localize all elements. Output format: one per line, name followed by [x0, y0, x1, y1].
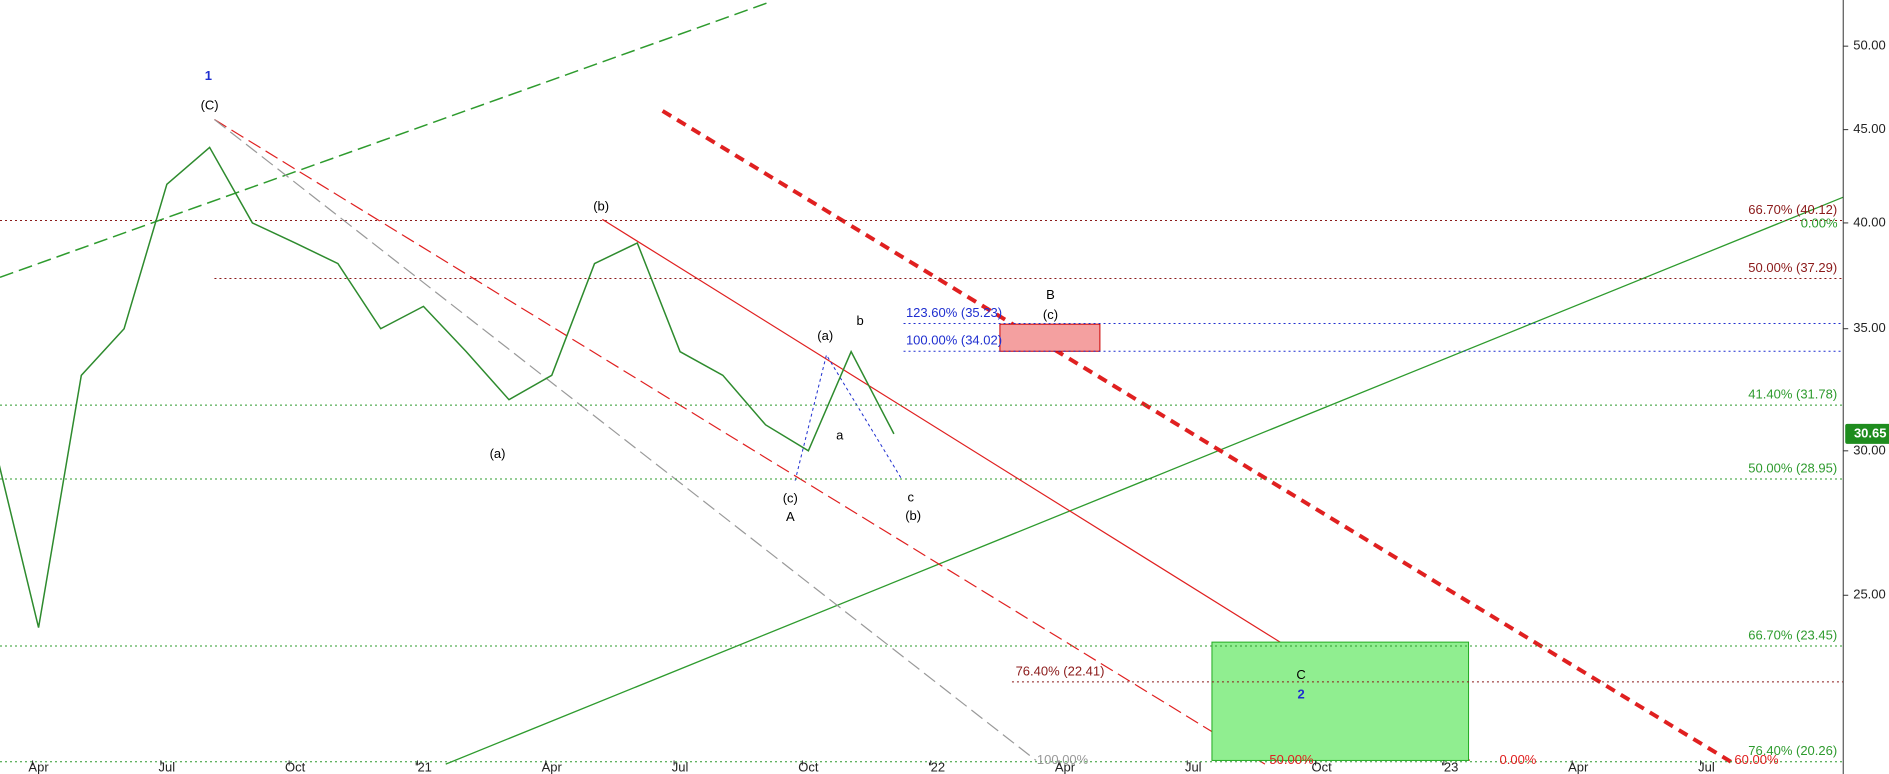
y-tick-label: 45.00: [1853, 121, 1886, 136]
wave-label: (a): [490, 446, 506, 461]
channel-line: [214, 119, 1266, 765]
x-tick-label: Apr: [1055, 759, 1076, 774]
level-label: 50.00% (28.95): [1748, 460, 1837, 475]
wave-path: [794, 353, 902, 481]
x-tick-label: Jul: [159, 759, 176, 774]
y-tick-label: 30.00: [1853, 442, 1886, 457]
wave-label: (c): [783, 491, 798, 506]
level-label: 100.00% (34.02): [906, 333, 1002, 348]
wave-label: (C): [201, 97, 219, 112]
level-label: 41.40% (31.78): [1748, 387, 1837, 402]
price-badge-label: 30.65: [1854, 425, 1887, 440]
y-tick-label: 25.00: [1853, 587, 1886, 602]
x-tick-label: Apr: [542, 759, 563, 774]
level-label: 76.40% (20.26): [1748, 743, 1837, 758]
wave-label: 50.00%: [1269, 752, 1314, 767]
trend-line: [445, 196, 1844, 765]
price-badge: [1845, 423, 1889, 444]
wave-label: (c): [1043, 307, 1058, 322]
wave-label: 1: [205, 68, 212, 83]
y-tick-label: 50.00: [1853, 38, 1886, 53]
x-tick-label: Oct: [285, 759, 306, 774]
target-zone: [999, 323, 1101, 352]
level-label: 50.00% (37.29): [1748, 260, 1837, 275]
trend-line: [661, 109, 1736, 766]
wave-label: (b): [905, 508, 921, 523]
wave-label: 0.00%: [1801, 216, 1838, 231]
wave-label: c: [908, 489, 915, 504]
wave-label: C: [1296, 667, 1305, 682]
wave-label: 0.00%: [1500, 752, 1537, 767]
channel-line: [214, 119, 1037, 761]
wave-label: 100.00%: [1037, 752, 1089, 767]
x-tick-label: Oct: [798, 759, 819, 774]
x-tick-label: Apr: [1568, 759, 1589, 774]
x-tick-label: Jul: [672, 759, 689, 774]
x-tick-label: '23: [1441, 759, 1458, 774]
level-label: 66.70% (40.12): [1748, 202, 1837, 217]
price-line: [0, 146, 895, 628]
target-zone: [1211, 641, 1470, 761]
level-label: 76.40% (22.41): [1016, 663, 1105, 678]
x-tick-label: Jul: [1185, 759, 1202, 774]
wave-label: (a): [817, 328, 833, 343]
x-tick-label: Oct: [1311, 759, 1332, 774]
wave-label: b: [857, 313, 864, 328]
level-label: 123.60% (35.23): [906, 305, 1002, 320]
y-tick-label: 40.00: [1853, 214, 1886, 229]
wave-label: a: [836, 428, 844, 443]
x-tick-label: Apr: [28, 759, 49, 774]
x-tick-label: '22: [928, 759, 945, 774]
level-label: 66.70% (23.45): [1748, 627, 1837, 642]
wave-label: A: [786, 509, 795, 524]
x-tick-label: '21: [415, 759, 432, 774]
wave-label: B: [1046, 287, 1055, 302]
x-tick-label: Jul: [1698, 759, 1715, 774]
trend-line: [0, 1, 769, 279]
y-tick-label: 35.00: [1853, 320, 1886, 335]
wave-label: (b): [593, 198, 609, 213]
wave-label: 60.00%: [1734, 752, 1779, 767]
wave-label: 2: [1297, 687, 1304, 702]
